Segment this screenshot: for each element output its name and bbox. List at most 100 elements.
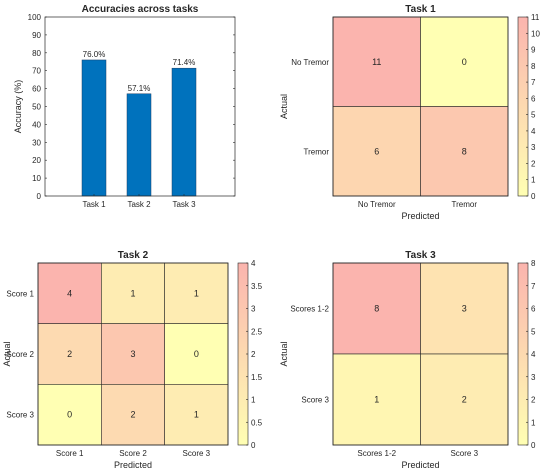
y-tick-label: Tremor — [304, 147, 330, 156]
bar-task-2 — [126, 93, 152, 197]
y-tick-label: 40 — [32, 120, 41, 129]
colorbar-tick-label: 0 — [531, 192, 536, 201]
y-tick-label: 70 — [32, 67, 41, 76]
x-tick-label: Score 2 — [119, 449, 147, 458]
colorbar-tick-label: 2.5 — [251, 327, 263, 336]
matrix-cell — [332, 16, 421, 107]
x-axis-label: Predicted — [114, 460, 152, 470]
x-axis-label: Predicted — [401, 211, 439, 221]
cell-value: 0 — [67, 410, 72, 420]
x-tick-label: Scores 1-2 — [357, 449, 396, 458]
matrix-cell — [164, 262, 229, 324]
colorbar-tick-label: 1 — [531, 418, 536, 427]
colorbar-tick-label: 2 — [251, 350, 256, 359]
axes-box — [332, 262, 509, 446]
y-tick-label: Score 3 — [6, 411, 34, 420]
data-label: 71.4% — [173, 58, 196, 67]
y-tick-label: 80 — [32, 49, 41, 58]
y-tick-label: No Tremor — [291, 58, 329, 67]
matrix-cell — [164, 384, 229, 446]
matrix-cell — [101, 384, 165, 446]
colorbar-tick-label: 0 — [531, 441, 536, 450]
colorbar-tick-label: 7 — [531, 282, 536, 291]
y-tick-label: 60 — [32, 85, 41, 94]
x-tick-label: Score 3 — [183, 449, 211, 458]
colorbar-tick-label: 4 — [531, 127, 536, 136]
y-tick-label: Scores 1-2 — [290, 305, 329, 314]
y-tick-label: 90 — [32, 31, 41, 40]
y-axis-label: Accuracy (%) — [13, 80, 23, 134]
chart-title: Accuracies across tasks — [82, 4, 199, 15]
cell-value: 3 — [130, 349, 135, 359]
x-tick-label: Task 3 — [172, 200, 196, 209]
data-label: 76.0% — [83, 50, 106, 59]
x-axis-label: Predicted — [401, 460, 439, 470]
y-tick-label: Score 3 — [301, 396, 329, 405]
data-label: 57.1% — [128, 84, 151, 93]
colorbar-tick-label: 1 — [251, 396, 256, 405]
colorbar-tick-label: 7 — [531, 78, 536, 87]
y-tick-label: 30 — [32, 138, 41, 147]
chart-title: Task 3 — [405, 250, 436, 261]
cell-value: 2 — [462, 395, 467, 405]
colorbar-tick-label: 4 — [531, 350, 536, 359]
y-tick-label: 20 — [32, 156, 41, 165]
colorbar-tick-label: 8 — [531, 62, 536, 71]
x-tick-label: No Tremor — [358, 200, 396, 209]
colorbar-tick-label: 0 — [251, 441, 256, 450]
colorbar-tick-label: 9 — [531, 46, 536, 55]
colorbar-tick-label: 6 — [531, 94, 536, 103]
y-tick-label: 0 — [37, 192, 42, 201]
cell-value: 1 — [194, 410, 199, 420]
cell-value: 0 — [462, 57, 467, 67]
cell-value: 8 — [374, 304, 379, 314]
axes-box — [37, 262, 229, 446]
cell-value: 8 — [462, 146, 467, 156]
cell-value: 2 — [130, 410, 135, 420]
bar-task-3 — [171, 67, 197, 197]
matrix-cell — [164, 323, 229, 385]
x-tick-label: Score 3 — [450, 449, 478, 458]
colorbar-tick-label: 2 — [531, 159, 536, 168]
colorbar-tick-label: 11 — [531, 13, 540, 22]
matrix-cell — [101, 323, 165, 385]
colorbar-tick-label: 0.5 — [251, 418, 263, 427]
chart-title: Task 2 — [118, 250, 149, 261]
matrix-cell — [420, 353, 509, 446]
colorbar-tick-label: 3 — [531, 373, 536, 382]
cell-value: 4 — [67, 288, 72, 298]
cell-value: 3 — [462, 304, 467, 314]
colorbar-tick-label: 6 — [531, 305, 536, 314]
axes-box — [332, 16, 509, 197]
y-axis-label: Actual — [2, 341, 12, 366]
bar-chart-accuracies: 76.0% Task 1 57.1% Task 2 71.4% Task 3 0 10 20 30… — [13, 4, 236, 209]
colorbar-tick-label: 5 — [531, 111, 536, 120]
cell-value: 1 — [130, 288, 135, 298]
colorbar-tick-label: 3 — [531, 143, 536, 152]
colorbar-tick-label: 1.5 — [251, 373, 263, 382]
x-tick-label: Score 1 — [56, 449, 84, 458]
y-tick-label: 100 — [28, 13, 42, 22]
cell-value: 11 — [372, 57, 381, 67]
y-tick-label: Score 1 — [6, 289, 34, 298]
cell-value: 1 — [374, 395, 379, 405]
x-tick-label: Task 2 — [127, 200, 151, 209]
matrix-cell — [332, 106, 421, 197]
colorbar-tick-label: 10 — [531, 29, 540, 38]
axes-box — [44, 16, 236, 197]
colorbar-tick-label: 4 — [251, 259, 256, 268]
colorbar-tick-label: 8 — [531, 259, 536, 268]
y-tick-label: Score 2 — [6, 350, 34, 359]
x-tick-label: Tremor — [452, 200, 478, 209]
chart-title: Task 1 — [405, 4, 436, 15]
y-axis-label: Actual — [279, 341, 289, 366]
bar-task-1 — [81, 59, 107, 197]
y-tick-label: 50 — [32, 103, 41, 112]
colorbar-tick-label: 2 — [531, 396, 536, 405]
cell-value: 2 — [67, 349, 72, 359]
colorbar-tick-label: 1 — [531, 176, 536, 185]
cell-value: 6 — [374, 146, 379, 156]
y-axis-label: Actual — [279, 94, 289, 119]
